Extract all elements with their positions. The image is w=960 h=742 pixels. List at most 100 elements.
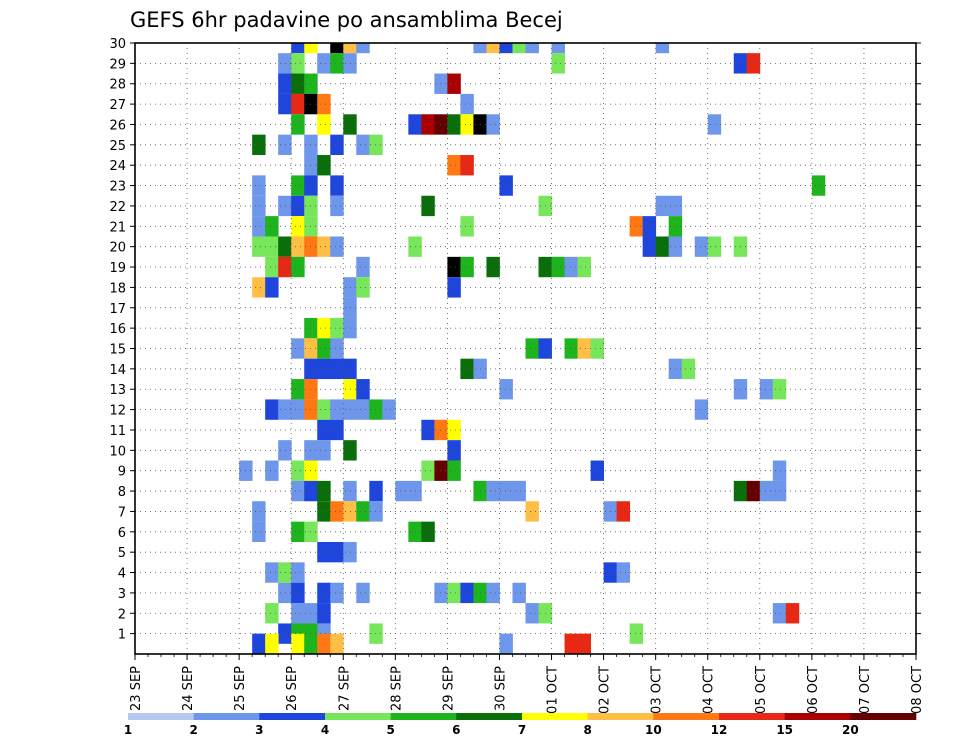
y-tick-label: 15 [109, 343, 126, 358]
heatmap-cell [278, 562, 292, 583]
colorbar-label: 4 [321, 723, 329, 737]
heatmap-cell [772, 379, 787, 400]
heatmap-cell [447, 155, 461, 176]
x-tick-label: 27 SEP [337, 666, 352, 711]
heatmap-cell [681, 358, 696, 380]
heatmap-cell [291, 216, 305, 237]
heatmap-cell [447, 277, 461, 298]
heatmap-cell [551, 43, 565, 54]
heatmap-cell [317, 338, 331, 359]
heatmap-cell [447, 114, 461, 135]
x-axis: 23 SEP 24 SEP 25 SEP 26 SEP 27 SEP 28 SEP 29 S… [129, 654, 925, 714]
heatmap-cell [291, 603, 305, 624]
y-tick-label: 26 [109, 118, 126, 133]
heatmap-cell [616, 562, 631, 583]
heatmap-cell [434, 460, 448, 481]
heatmap-cell [434, 73, 448, 94]
colorbar-swatch [719, 713, 785, 720]
x-tick-label: 02 OCT [598, 666, 613, 714]
heatmap-cell [278, 134, 292, 156]
heatmap-cell [369, 134, 383, 156]
heatmap-cell [746, 480, 761, 502]
heatmap-cell [694, 399, 709, 420]
heatmap-cell [265, 399, 279, 420]
heatmap-cell [291, 633, 305, 654]
heatmap-cell [252, 501, 266, 522]
heatmap-cell [642, 216, 657, 237]
heatmap-cell [304, 43, 318, 54]
heatmap-cell [343, 53, 357, 74]
heatmap-cell [304, 633, 318, 654]
colorbar-label: 1 [124, 723, 132, 737]
heatmap-cell [291, 460, 305, 481]
heatmap-cell [291, 399, 305, 420]
y-tick-label: 4 [118, 567, 126, 582]
heatmap-cell [278, 195, 292, 217]
chart-title: GEFS 6hr padavine po ansamblima Becej [130, 8, 563, 32]
colorbar-swatch [784, 713, 851, 720]
heatmap-cell [265, 277, 279, 298]
heatmap-cell [343, 399, 357, 420]
heatmap-cell [772, 480, 787, 502]
heatmap-cell [785, 603, 800, 624]
y-tick-label: 9 [118, 465, 126, 480]
heatmap-cell [343, 440, 357, 461]
heatmap-cell [291, 175, 305, 196]
y-tick-label: 1 [118, 628, 126, 643]
heatmap-cell [278, 73, 292, 94]
heatmap-cell [278, 53, 292, 74]
heatmap-cell [330, 399, 344, 420]
heatmap-cell [343, 541, 357, 563]
heatmap-cell [291, 562, 305, 583]
heatmap-cell [434, 419, 448, 441]
heatmap-cell [278, 582, 292, 604]
heatmap-cell [343, 480, 357, 502]
heatmap-cell [343, 501, 357, 522]
heatmap-cell [317, 603, 331, 624]
colorbar-swatch [259, 713, 326, 720]
heatmap-cell [278, 256, 292, 278]
colorbar-legend: 1 2 3 4 5 6 7 8 10 12 15 20 [124, 713, 917, 737]
colorbar-swatch [193, 713, 260, 720]
heatmap-cell [629, 216, 644, 237]
heatmap-cell [486, 582, 500, 604]
heatmap-cell [447, 419, 461, 441]
heatmap-cell [460, 216, 474, 237]
heatmap-cell [330, 43, 344, 54]
heatmap-cell [330, 175, 344, 196]
heatmap-cell [291, 43, 305, 54]
heatmap-cell [265, 633, 279, 654]
y-tick-label: 17 [109, 302, 126, 317]
colorbar-swatch [522, 713, 588, 720]
heatmap-cell [525, 501, 539, 522]
heatmap-cell [330, 338, 344, 359]
heatmap-cell [655, 43, 670, 54]
heatmap-cell [291, 338, 305, 359]
heatmap-cell [447, 256, 461, 278]
heatmap-cell [590, 460, 604, 481]
heatmap-cell [278, 236, 292, 257]
heatmap-cell [330, 236, 344, 257]
heatmap-cell [421, 460, 435, 481]
heatmap-cell [252, 521, 266, 542]
heatmap-cell [317, 501, 331, 522]
x-tick-label: 01 OCT [546, 666, 561, 714]
heatmap-cell [278, 93, 292, 115]
heatmap-cell [317, 358, 331, 380]
x-tick-label: 24 SEP [181, 666, 196, 711]
heatmap-cell [252, 134, 266, 156]
heatmap-cell [499, 43, 513, 54]
heatmap-cell [421, 419, 435, 441]
heatmap-cell [317, 541, 331, 563]
x-tick-label: 23 SEP [129, 666, 144, 711]
heatmap-cell [512, 43, 526, 54]
heatmap-cell [291, 256, 305, 278]
heatmap-cell [577, 633, 591, 654]
colorbar-label: 5 [386, 723, 394, 737]
y-axis: 1234567891011121314151617181920212223242… [109, 37, 921, 643]
heatmap-cell [330, 633, 344, 654]
heatmap-cell [317, 155, 331, 176]
y-tick-label: 5 [118, 546, 126, 561]
heatmap-cell [616, 501, 631, 522]
heatmap-cell [447, 460, 461, 481]
